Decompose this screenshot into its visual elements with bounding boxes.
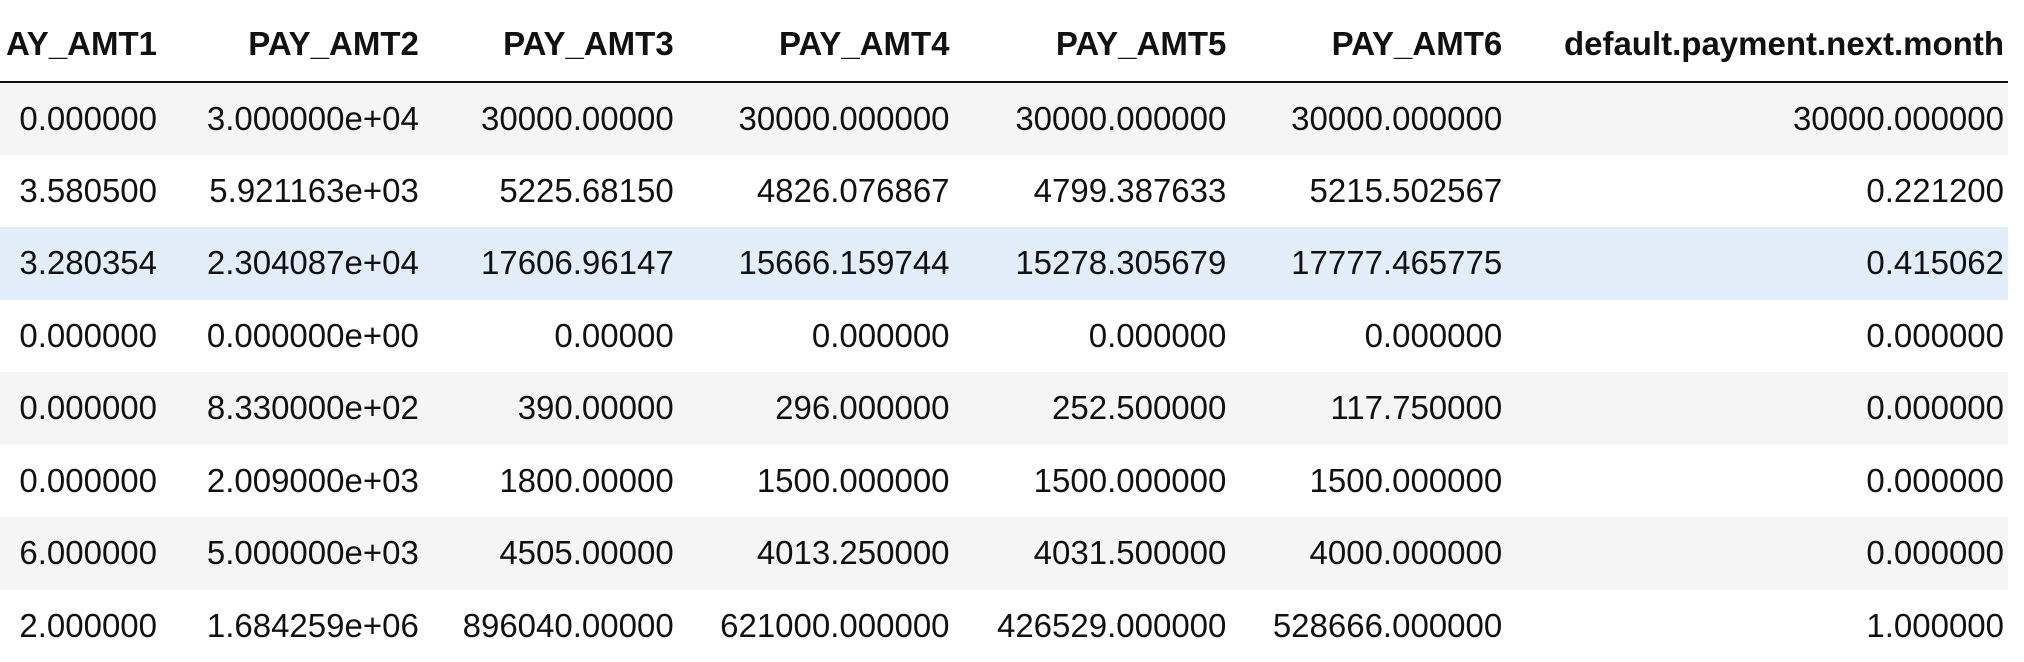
table-cell: 17777.465775 (1230, 227, 1507, 300)
table-row: 0.000000 8.330000e+02 390.00000 296.000000 2… (0, 372, 2008, 445)
table-cell: 1800.00000 (422, 444, 678, 517)
table-cell: 0.000000 (677, 299, 954, 372)
table-cell: 252.500000 (953, 372, 1231, 445)
table-row: 6.000000 5.000000e+03 4505.00000 4013.25000… (0, 517, 2008, 590)
table-cell: 4799.387633 (953, 154, 1231, 227)
table-cell: 0.000000e+00 (161, 299, 423, 372)
table-cell: 4505.00000 (422, 517, 678, 590)
column-header-pay-amt6: PAY_AMT6 (1230, 0, 1507, 83)
table-cell: 2.304087e+04 (161, 227, 423, 300)
table-cell: 2.009000e+03 (161, 444, 423, 517)
table-cell: 0.000000 (953, 299, 1231, 372)
table-row: 3.580500 5.921163e+03 5225.68150 4826.07686… (0, 154, 2008, 227)
table-cell: 5225.68150 (422, 154, 678, 227)
table-cell: 3.580500 (0, 154, 161, 227)
table-cell: 4826.076867 (677, 154, 954, 227)
table-cell: 5.000000e+03 (161, 517, 423, 590)
header-row: AY_AMT1 PAY_AMT2 PAY_AMT3 PAY_AMT4 PAY_A… (0, 0, 2008, 83)
table-cell: 0.000000 (1506, 517, 2008, 590)
table-cell: 0.000000 (0, 372, 161, 445)
column-header-pay-amt1: AY_AMT1 (0, 0, 161, 83)
column-header-pay-amt2: PAY_AMT2 (161, 0, 423, 83)
table-cell: 15278.305679 (953, 227, 1231, 300)
table-cell: 30000.000000 (677, 82, 954, 155)
table-row: 0.000000 3.000000e+04 30000.00000 30000.000… (0, 82, 2008, 155)
table-cell: 117.750000 (1230, 372, 1507, 445)
table-cell: 0.415062 (1506, 227, 2008, 300)
table-cell: 0.000000 (1230, 299, 1507, 372)
table-cell: 528666.000000 (1230, 589, 1507, 662)
table-cell: 15666.159744 (677, 227, 954, 300)
column-header-pay-amt4: PAY_AMT4 (677, 0, 954, 83)
column-header-pay-amt3: PAY_AMT3 (422, 0, 678, 83)
table-cell: 30000.00000 (422, 82, 678, 155)
table-cell: 0.000000 (1506, 444, 2008, 517)
table-cell: 896040.00000 (422, 589, 678, 662)
table-cell: 2.000000 (0, 589, 161, 662)
table-cell: 4031.500000 (953, 517, 1231, 590)
table-row: 0.000000 0.000000e+00 0.00000 0.000000 0.000… (0, 299, 2008, 372)
table-cell: 4013.250000 (677, 517, 954, 590)
table-cell: 621000.000000 (677, 589, 954, 662)
table-cell: 1.684259e+06 (161, 589, 423, 662)
column-header-default-payment-next-month: default.payment.next.month (1506, 0, 2008, 83)
table-cell: 17606.96147 (422, 227, 678, 300)
table-cell: 30000.000000 (1506, 82, 2008, 155)
table-cell: 390.00000 (422, 372, 678, 445)
table-row: 0.000000 2.009000e+03 1800.00000 1500.00000… (0, 444, 2008, 517)
table-cell: 30000.000000 (1230, 82, 1507, 155)
table-row: 3.280354 2.304087e+04 17606.96147 15666.159… (0, 227, 2008, 300)
table-cell: 0.000000 (1506, 372, 2008, 445)
table-cell: 4000.000000 (1230, 517, 1507, 590)
table-cell: 8.330000e+02 (161, 372, 423, 445)
table-cell: 5.921163e+03 (161, 154, 423, 227)
table-cell: 3.280354 (0, 227, 161, 300)
table-cell: 0.00000 (422, 299, 678, 372)
table-cell: 0.000000 (0, 82, 161, 155)
table-cell: 1500.000000 (953, 444, 1231, 517)
table-cell: 1.000000 (1506, 589, 2008, 662)
table-cell: 426529.000000 (953, 589, 1231, 662)
column-header-pay-amt5: PAY_AMT5 (953, 0, 1231, 83)
table-cell: 0.000000 (1506, 299, 2008, 372)
table-cell: 0.000000 (0, 444, 161, 517)
table-cell: 0.221200 (1506, 154, 2008, 227)
table-cell: 6.000000 (0, 517, 161, 590)
table-cell: 296.000000 (677, 372, 954, 445)
table-cell: 0.000000 (0, 299, 161, 372)
table-header: AY_AMT1 PAY_AMT2 PAY_AMT3 PAY_AMT4 PAY_A… (0, 0, 2008, 83)
table-cell: 1500.000000 (1230, 444, 1507, 517)
table-cell: 3.000000e+04 (161, 82, 423, 155)
table-cell: 30000.000000 (953, 82, 1231, 155)
table-cell: 5215.502567 (1230, 154, 1507, 227)
table-row: 2.000000 1.684259e+06 896040.00000 621000.0… (0, 589, 2008, 662)
table-body: 0.000000 3.000000e+04 30000.00000 30000.000… (0, 82, 2008, 662)
table-cell: 1500.000000 (677, 444, 954, 517)
